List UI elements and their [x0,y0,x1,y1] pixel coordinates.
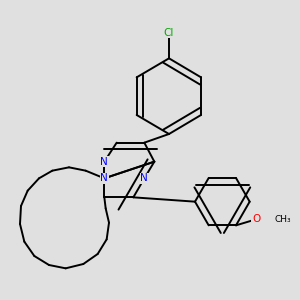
Text: N: N [100,173,108,183]
Text: O: O [252,214,260,224]
Text: N: N [140,173,148,183]
Text: CH₃: CH₃ [274,215,291,224]
Text: Cl: Cl [164,28,174,38]
Text: N: N [100,157,108,167]
